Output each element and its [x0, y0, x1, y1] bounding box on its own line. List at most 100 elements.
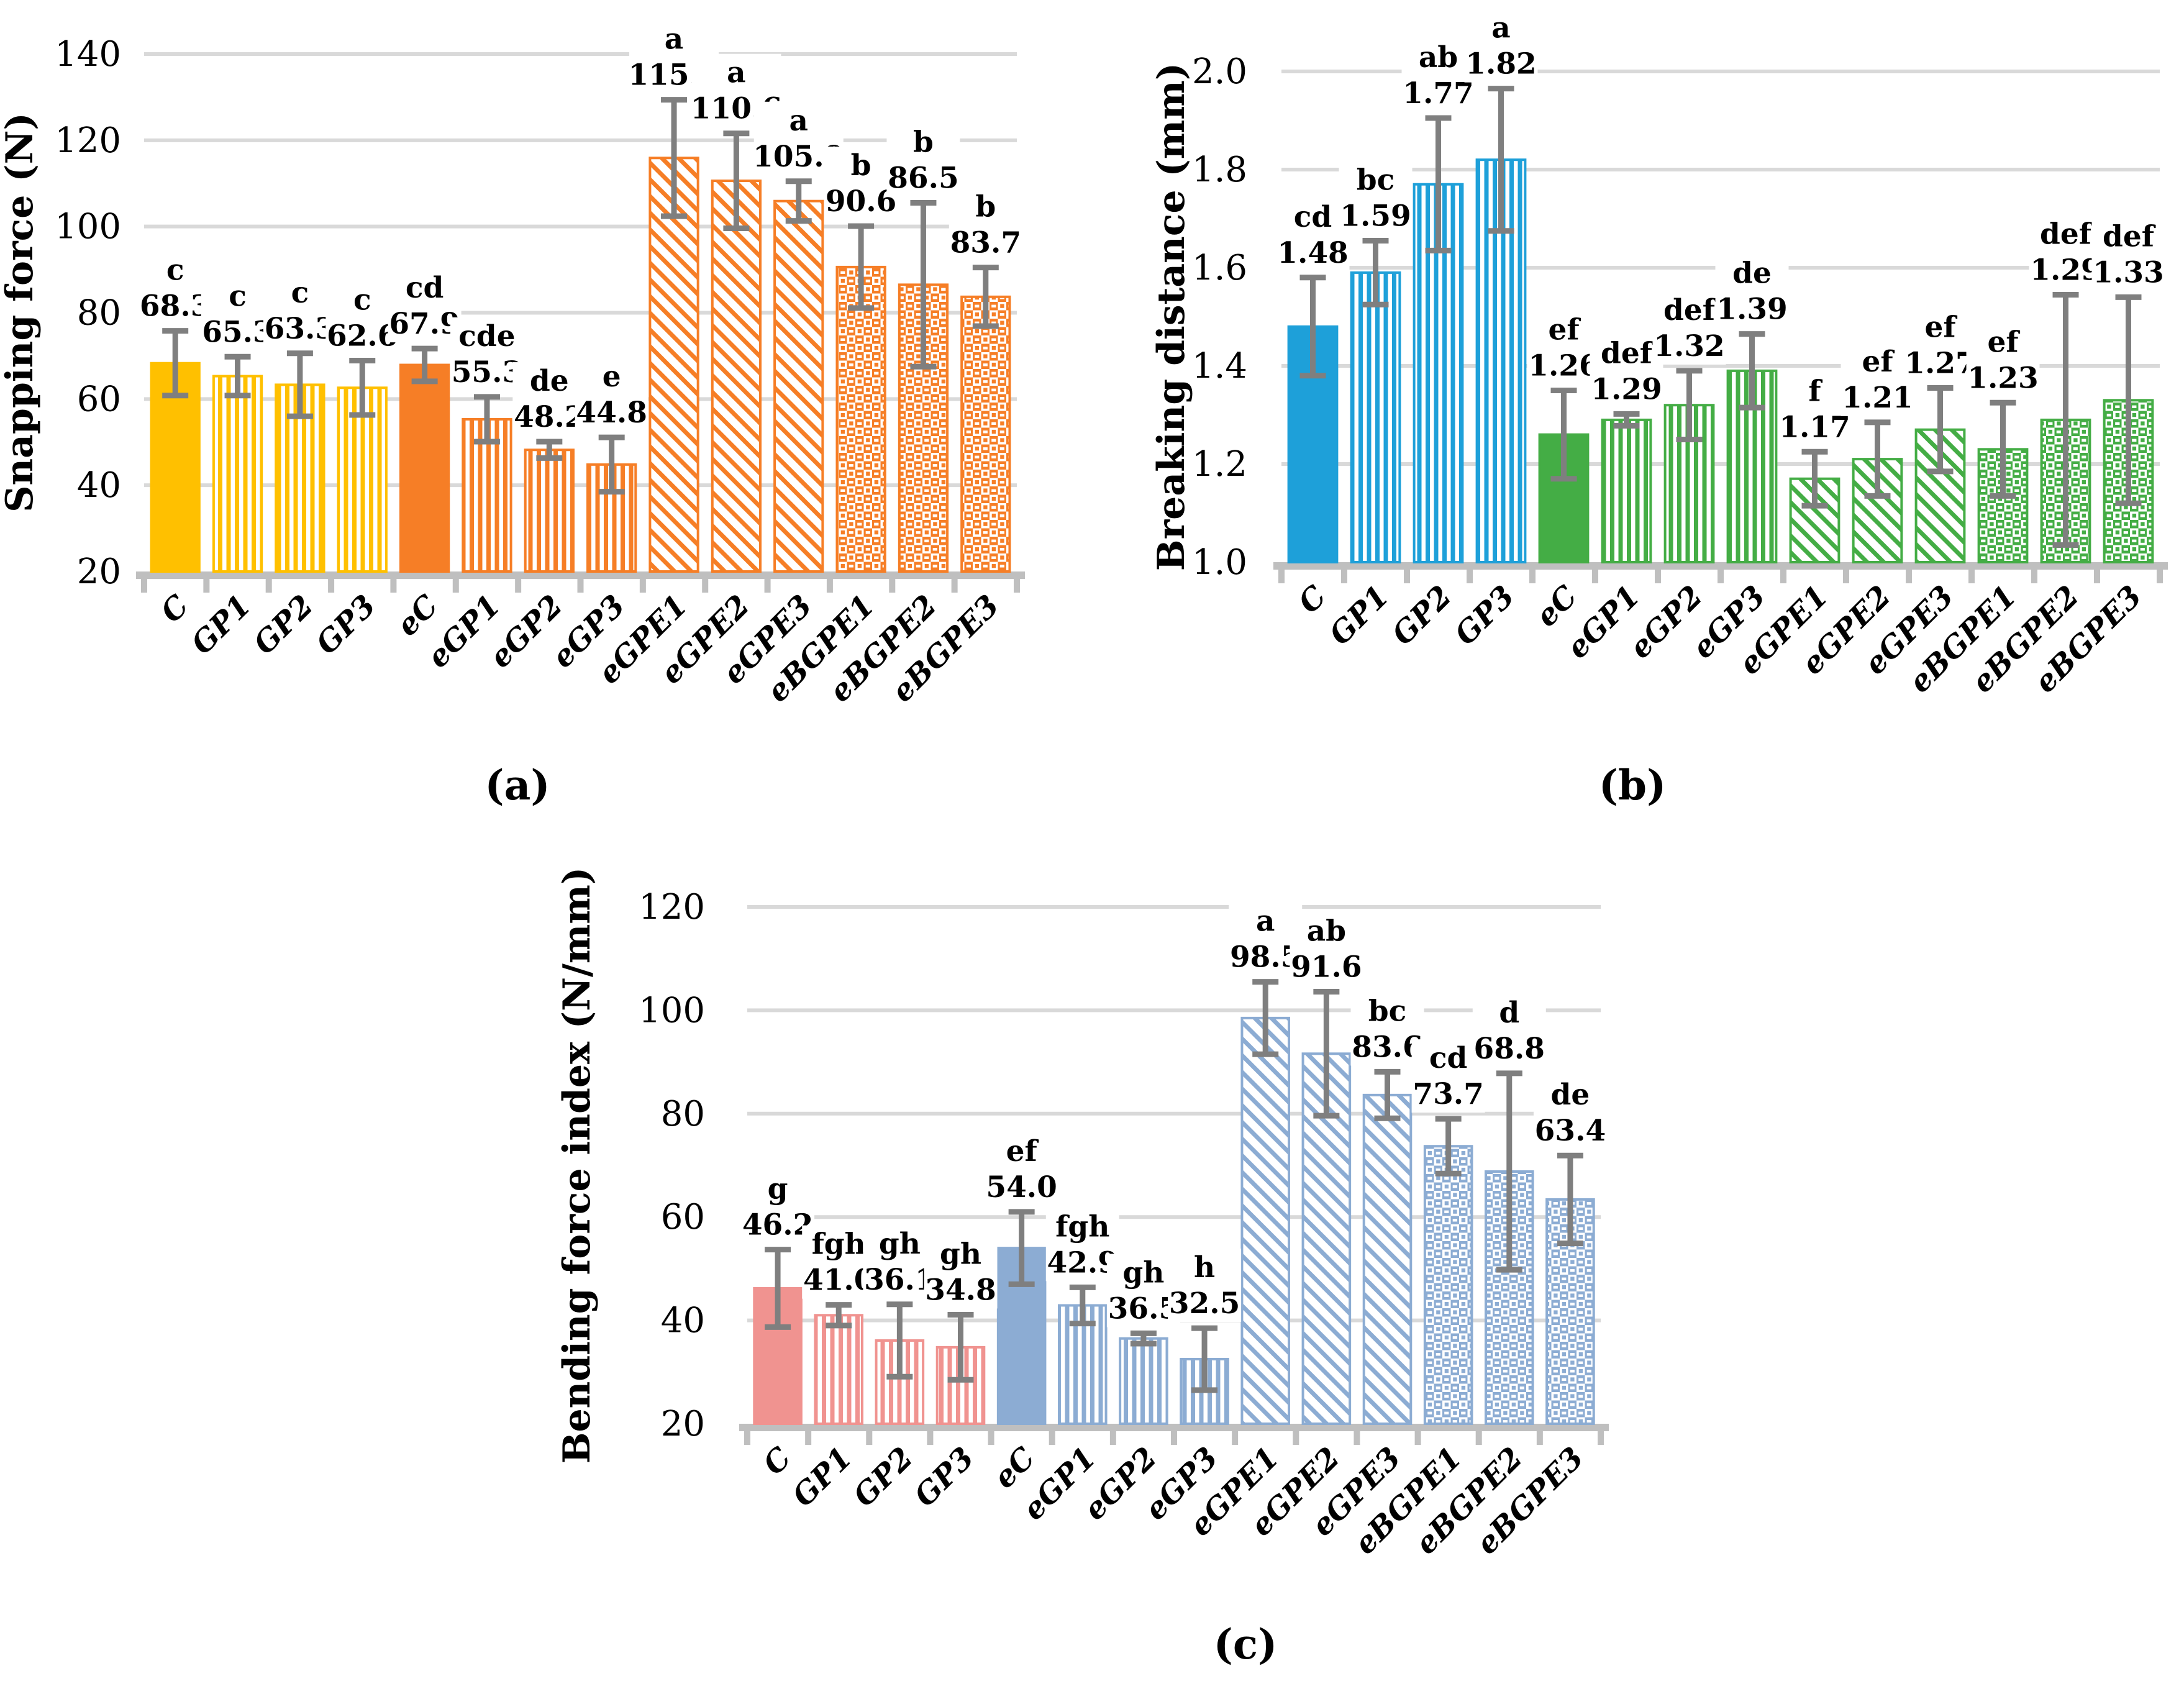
value-label: 83.7 — [950, 226, 1021, 260]
significance-letter: a — [789, 104, 808, 138]
significance-letter: e — [603, 360, 621, 394]
category-label-C: C — [154, 588, 196, 630]
bar-eGPE1 — [1240, 1016, 1290, 1425]
value-label: 36.5 — [1108, 1291, 1179, 1326]
bar-GP3 — [337, 386, 388, 573]
significance-letter: de — [1551, 1078, 1590, 1112]
y-tick-label: 40 — [77, 465, 121, 506]
y-tick-label: 100 — [639, 990, 705, 1031]
value-label: 1.82 — [1465, 47, 1536, 81]
bar-GP1 — [814, 1314, 863, 1426]
y-axis-title-a: Snapping force (N) — [0, 112, 42, 512]
value-label: 62.6 — [327, 319, 398, 353]
significance-letter: ab — [1419, 40, 1458, 75]
significance-letter: a — [1256, 904, 1275, 939]
bar-eBGPE3 — [960, 295, 1011, 573]
y-tick-label: 1.2 — [1192, 444, 1247, 485]
significance-letter: bc — [1368, 994, 1406, 1028]
caption-c: (c) — [1214, 1620, 1278, 1669]
value-label: 67.9 — [389, 307, 460, 341]
y-tick-label: 60 — [661, 1197, 705, 1237]
significance-letter: c — [353, 283, 371, 317]
category-label-GP1: GP1 — [786, 1441, 859, 1514]
bar-GP1 — [212, 375, 263, 573]
value-label: 1.48 — [1277, 236, 1348, 270]
bar-eGPE3 — [773, 199, 824, 573]
bar-eGP2 — [1119, 1337, 1168, 1425]
value-label: 34.8 — [925, 1273, 996, 1307]
value-label: 1.29 — [1591, 372, 1662, 406]
bar-eBGPE1 — [1423, 1145, 1473, 1425]
value-label: 46.2 — [742, 1208, 813, 1242]
significance-letter: cde — [458, 319, 515, 353]
y-tick-label: 80 — [77, 293, 121, 334]
value-label: 63.4 — [1535, 1114, 1606, 1148]
error-bars — [162, 97, 999, 495]
bar-eGPE2 — [711, 180, 762, 573]
value-label: 65.3 — [202, 315, 273, 349]
value-label: 1.39 — [1716, 293, 1787, 327]
bar-eGP2 — [524, 448, 575, 573]
y-tick-label: 2.0 — [1192, 52, 1247, 92]
significance-letter: de — [530, 364, 569, 398]
y-tick-label: 120 — [55, 121, 121, 161]
value-label: 55.3 — [452, 355, 522, 389]
significance-letter: a — [1491, 11, 1510, 45]
error-bars — [1299, 86, 2142, 548]
significance-letter: fgh — [1055, 1209, 1109, 1244]
significance-letter: ef — [1006, 1134, 1039, 1168]
category-label-GP2: GP2 — [247, 588, 321, 662]
significance-letter: cd — [1429, 1041, 1467, 1075]
category-label-C: C — [757, 1441, 798, 1482]
value-label: 68.8 — [1474, 1032, 1545, 1066]
value-label: 1.26 — [1528, 349, 1599, 383]
y-tick-label: 1.4 — [1192, 346, 1247, 386]
y-axis-title-b: Breaking distance (mm) — [1150, 63, 1193, 571]
value-label: 1.33 — [2093, 255, 2164, 289]
category-label-C: C — [1291, 579, 1333, 621]
significance-letter: de — [1732, 257, 1772, 291]
significance-letter: def — [1663, 293, 1717, 327]
value-label: 83.6 — [1352, 1030, 1422, 1064]
value-label: 98.5 — [1230, 940, 1301, 975]
significance-letter: ef — [1862, 345, 1895, 379]
significance-letter: b — [975, 190, 996, 224]
value-label: 1.32 — [1654, 329, 1724, 363]
value-label: 1.27 — [1904, 347, 1975, 381]
y-tick-label: 100 — [55, 207, 121, 247]
significance-letter: def — [1601, 336, 1654, 370]
y-axis-title-c: Bending force index (N/mm) — [555, 867, 599, 1464]
significance-letter: d — [1499, 996, 1519, 1030]
bars — [150, 157, 1011, 573]
value-label: 1.29 — [2030, 253, 2101, 287]
caption-a: (a) — [485, 761, 550, 809]
significance-letter: gh — [879, 1227, 921, 1261]
y-tick-label: 20 — [77, 552, 121, 592]
value-label: 86.5 — [888, 161, 958, 195]
significance-letter: c — [291, 276, 309, 310]
bar-eGP1 — [462, 417, 512, 573]
value-label: 36.1 — [864, 1263, 935, 1297]
significance-letter: ab — [1307, 914, 1346, 948]
y-tick-label: 1.8 — [1192, 150, 1247, 190]
y-tick-label: 1.0 — [1192, 542, 1247, 583]
significance-letter: a — [665, 22, 683, 57]
category-label-GP2: GP2 — [1385, 579, 1458, 652]
significance-letter: c — [166, 253, 184, 288]
y-tick-label: 120 — [639, 887, 705, 927]
significance-letter: c — [229, 279, 247, 313]
value-label: 48.2 — [514, 400, 585, 434]
significance-letter: b — [913, 125, 934, 159]
bar-eC — [399, 363, 450, 573]
significance-letter: fgh — [812, 1227, 866, 1262]
significance-letter: gh — [940, 1237, 981, 1271]
value-label: 54.0 — [986, 1170, 1057, 1204]
value-label: 41.0 — [803, 1263, 874, 1298]
significance-letter: a — [727, 56, 745, 90]
value-label: 44.8 — [576, 396, 647, 430]
significance-letter: cd — [1294, 200, 1332, 234]
